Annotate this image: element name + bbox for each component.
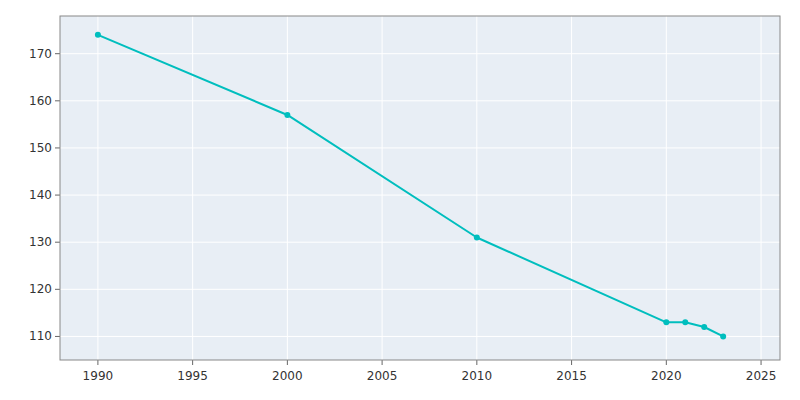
x-tick-label: 2020 (651, 369, 682, 383)
x-tick (761, 360, 762, 365)
axes: 1990 1995 2000 2005 2010 2015 2020 2025 110 120 13… (29, 47, 776, 383)
y-tick-label: 140 (29, 188, 52, 202)
y-grid-line (60, 242, 780, 243)
x-tick-label: 2015 (556, 369, 587, 383)
x-grid-line (97, 16, 98, 360)
y-tick-label: 170 (29, 47, 52, 61)
x-tick (476, 360, 477, 365)
y-grid-line (60, 336, 780, 337)
point (284, 112, 290, 118)
x-tick-label: 1995 (177, 369, 208, 383)
point (474, 234, 480, 240)
chart-container: 1990 1995 2000 2005 2010 2015 2020 2025 110 120 13… (0, 0, 800, 400)
x-grid-line (476, 16, 477, 360)
x-tick (192, 360, 193, 365)
plot-frame (60, 16, 780, 360)
x-tick-label: 2005 (367, 369, 398, 383)
series (95, 32, 726, 340)
x-grid-line (382, 16, 383, 360)
point (95, 32, 101, 38)
chart: 1990 1995 2000 2005 2010 2015 2020 2025 110 120 13… (0, 0, 800, 400)
x-grid-line (192, 16, 193, 360)
y-tick (55, 195, 60, 196)
y-grid-line (60, 289, 780, 290)
y-tick (55, 100, 60, 101)
point (682, 319, 688, 325)
y-tick-label: 120 (29, 282, 52, 296)
x-tick (666, 360, 667, 365)
line (98, 35, 723, 337)
y-tick (55, 289, 60, 290)
y-grid-line (60, 147, 780, 148)
y-tick (55, 147, 60, 148)
x-tick (287, 360, 288, 365)
x-tick-label: 2000 (272, 369, 303, 383)
x-tick-label: 1990 (83, 369, 114, 383)
y-tick (55, 242, 60, 243)
point (720, 333, 726, 339)
y-grid-line (60, 100, 780, 101)
y-grid-line (60, 53, 780, 54)
x-grid-line (571, 16, 572, 360)
point (701, 324, 707, 330)
y-tick (55, 53, 60, 54)
y-tick (55, 336, 60, 337)
y-grid-line (60, 195, 780, 196)
y-tick-label: 160 (29, 94, 52, 108)
x-tick (382, 360, 383, 365)
y-tick-label: 150 (29, 141, 52, 155)
x-grid-line (666, 16, 667, 360)
x-tick-label: 2025 (746, 369, 777, 383)
y-tick-label: 110 (29, 329, 52, 343)
point (663, 319, 669, 325)
y-tick-label: 130 (29, 235, 52, 249)
plot-background (60, 16, 780, 360)
grid (60, 16, 780, 360)
x-tick-label: 2010 (462, 369, 493, 383)
x-tick (571, 360, 572, 365)
x-tick (97, 360, 98, 365)
x-grid-line (287, 16, 288, 360)
x-grid-line (761, 16, 762, 360)
